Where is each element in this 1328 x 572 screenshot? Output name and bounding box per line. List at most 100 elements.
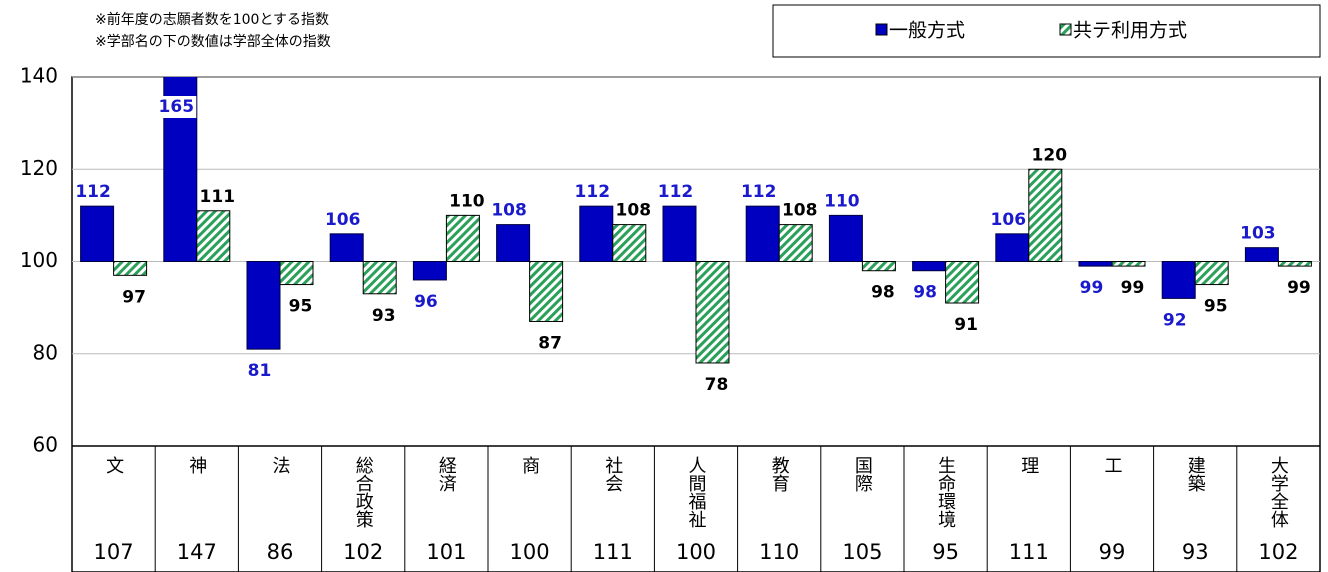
bar [329,233,364,262]
bar [995,233,1030,262]
bar [496,224,531,263]
y-tick-label: 80 [33,340,58,364]
bar [579,205,614,262]
note: ※学部名の下の数値は学部全体の指数 [95,33,331,50]
value-label: 112 [575,182,611,202]
total-label: 100 [510,540,550,564]
bar [861,261,896,272]
bar [1277,261,1312,267]
category-label: 商 [519,456,540,475]
y-tick-label: 120 [20,156,58,180]
bar [1244,247,1279,263]
total-label: 100 [676,540,716,564]
category-label: 工 [1102,456,1123,474]
value-label: 97 [122,287,146,307]
category-label: 文 [103,456,124,474]
category-label: 建築 [1185,456,1206,492]
total-label: 111 [1009,540,1049,564]
bar [1161,261,1196,299]
value-label: 95 [289,297,313,317]
bar [1194,261,1229,286]
category-label: 法 [270,456,291,474]
value-label-bg [156,96,197,118]
bar [612,224,647,263]
category-label: 理 [1018,456,1039,474]
legend-swatch [1059,23,1072,36]
total-label: 93 [1182,540,1209,564]
total-label: 107 [94,540,134,564]
value-label: 108 [616,201,652,221]
total-label: 101 [426,540,466,564]
value-label: 98 [871,283,895,303]
value-label: 108 [491,201,527,221]
value-label: 103 [1240,224,1276,244]
bar [945,261,980,304]
total-label: 95 [932,540,959,564]
bar [1078,261,1113,267]
value-label: 99 [1121,278,1145,298]
value-label: 81 [248,361,272,381]
category-label: 生命環境 [935,456,956,528]
value-label: 99 [1080,278,1104,298]
value-label: 106 [325,210,361,230]
bar [778,224,813,263]
bar [695,261,730,364]
value-label: 110 [449,191,485,211]
bar [279,261,314,286]
bar [1111,261,1146,267]
value-label: 87 [538,333,562,353]
value-label: 96 [414,292,438,312]
bar [828,214,863,262]
category-label: 総合政策 [353,456,374,528]
bar [362,261,397,295]
bar [412,261,447,281]
bar [662,205,697,262]
category-label: 国際 [852,456,873,492]
legend-label: 共テ利用方式 [1073,20,1187,42]
value-label: 111 [200,187,236,207]
value-label: 108 [782,201,818,221]
value-label: 99 [1287,278,1311,298]
category-label: 人間福祉 [686,456,707,528]
bar [113,261,148,276]
total-label: 86 [267,540,294,564]
legend-box [772,4,1321,58]
value-label: 165 [159,97,195,117]
total-label: 111 [593,540,633,564]
total-label: 99 [1099,540,1126,564]
total-label: 105 [842,540,882,564]
category-label: 教育 [769,456,790,493]
value-label: 112 [75,182,111,202]
y-tick-label: 60 [33,433,58,457]
total-label: 110 [759,540,799,564]
bar [80,205,115,262]
category-label: 社会 [602,456,623,492]
value-label: 112 [741,182,777,202]
value-label: 78 [705,375,729,395]
value-label: 98 [913,283,937,303]
total-label: 102 [343,540,383,564]
category-label: 大学全体 [1268,456,1289,528]
bar [246,261,281,350]
bar [529,261,564,322]
bar [912,261,947,272]
value-label: 110 [824,191,860,211]
legend-swatch [875,23,888,36]
total-label: 102 [1258,540,1298,564]
value-label: 120 [1032,145,1068,165]
bar [1028,168,1063,262]
value-label: 91 [954,315,978,335]
value-label: 92 [1163,310,1187,330]
legend-label: 一般方式 [889,20,965,42]
value-label: 106 [991,210,1027,230]
value-label: 95 [1204,297,1228,317]
bar [745,205,780,262]
category-label: 経済 [436,456,457,492]
value-label: 93 [372,306,396,326]
plot-area [80,77,1312,364]
category-label: 神 [186,456,207,474]
y-tick-label: 100 [20,248,58,272]
bar [445,214,480,262]
total-label: 147 [177,540,217,564]
